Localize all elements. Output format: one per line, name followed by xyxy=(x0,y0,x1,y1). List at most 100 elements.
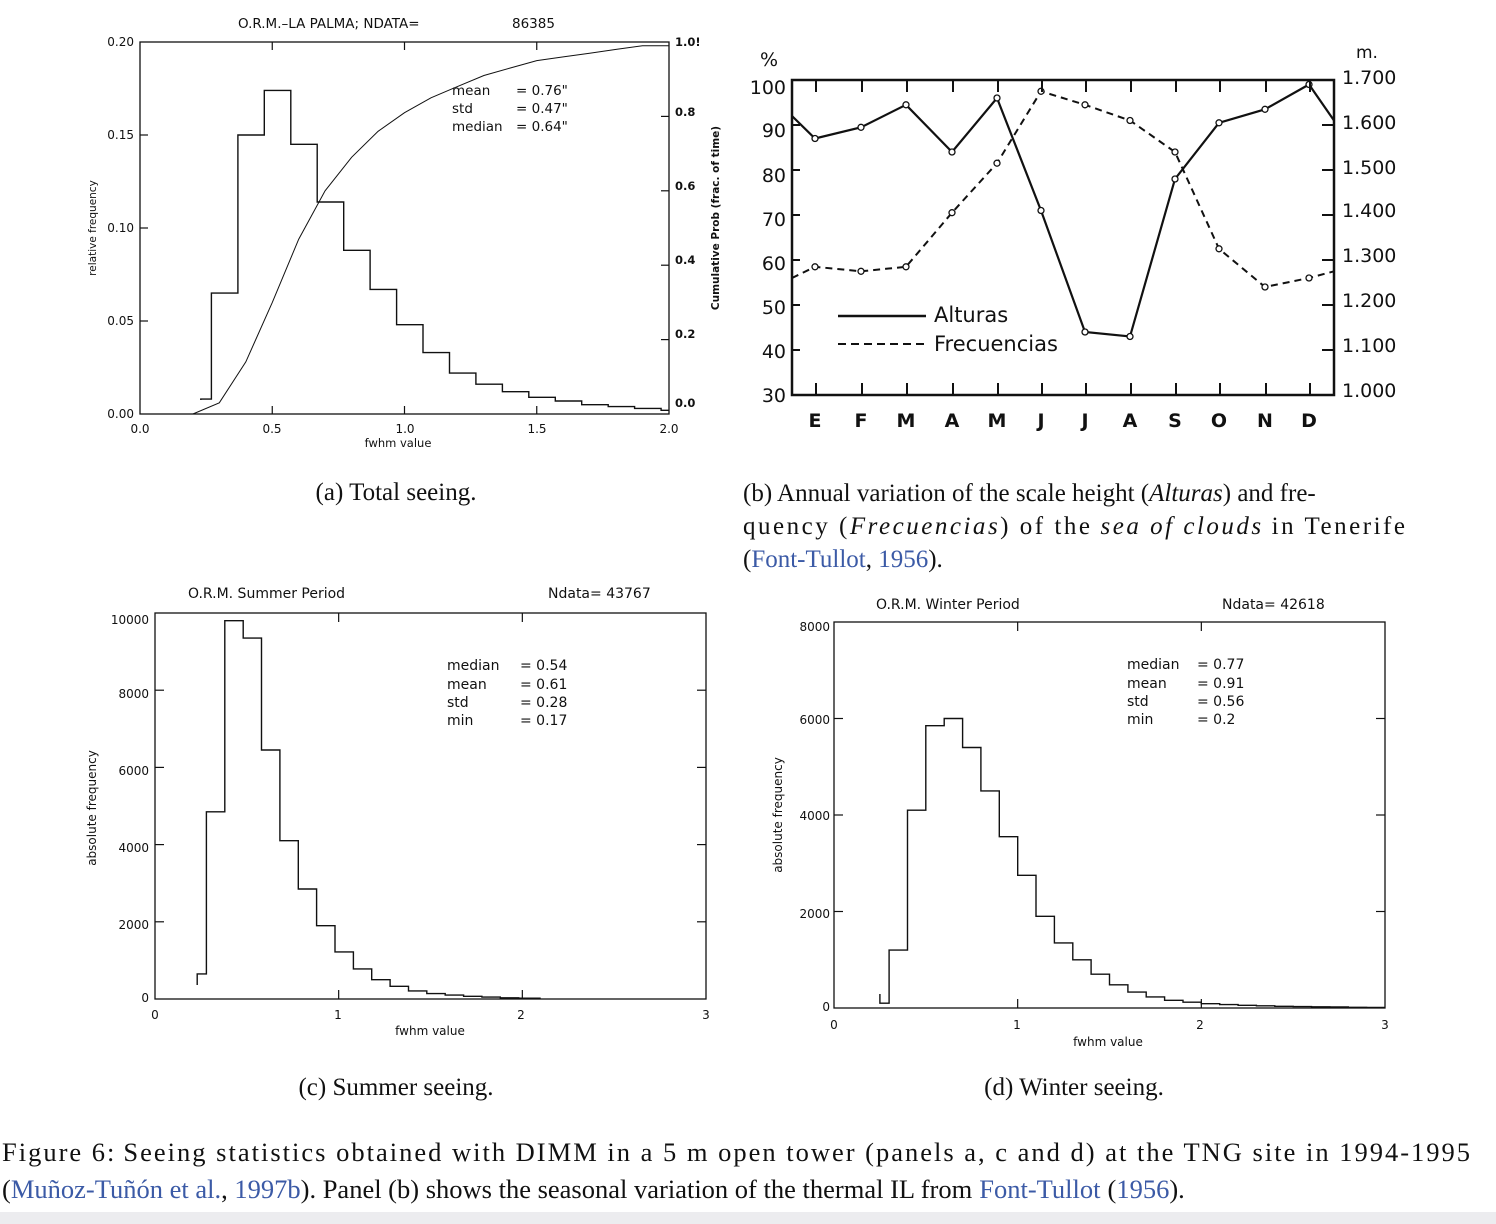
panel-a-y2ticks: 0.0 0.2 0.4 0.6 0.8 1.0! xyxy=(675,35,701,410)
data-point-marker xyxy=(1126,116,1134,125)
subcaption-b-frecuencias: Frecuencias xyxy=(849,513,998,540)
panel-a-ndata: 86385 xyxy=(512,16,555,32)
panel-d-stat-value: = 0.91 xyxy=(1197,676,1244,692)
subcaption-a: (a) Total seeing. xyxy=(316,479,477,506)
subcaption-b-ref-year-link[interactable]: 1956 xyxy=(878,546,928,573)
panel-b-series-frecuencias xyxy=(791,90,1335,289)
subcaption-b-text: in Tenerife xyxy=(1272,513,1405,540)
panel-b-ytick: 100 xyxy=(750,77,786,99)
panel-a-y2tick: 0.2 xyxy=(675,327,695,341)
panel-c-stat-value: = 0.54 xyxy=(520,658,567,674)
panel-b-month: E xyxy=(809,410,822,432)
panel-c-summer-seeing: O.R.M. Summer Period Ndata= 43767 fwhm v… xyxy=(85,586,710,1038)
panel-d-stat-name: mean xyxy=(1127,676,1167,692)
panel-b-month: O xyxy=(1211,410,1227,432)
caption-ref-munoz-link[interactable]: Muñoz-Tuñón et al. xyxy=(11,1174,221,1204)
panel-c-stat-name: std xyxy=(447,695,469,711)
panel-a-xtick: 0.0 xyxy=(130,422,149,436)
panel-b-y2tick: 1.300 xyxy=(1342,245,1396,267)
panel-a-ylabel: relative frequency xyxy=(87,180,99,276)
panel-d-ytick: 2000 xyxy=(799,907,830,921)
panel-d-histogram xyxy=(879,717,1385,1009)
panel-b-sea-of-clouds: % m. 30 40 50 60 70 80 90 100 1.000 1.10… xyxy=(750,43,1397,432)
panel-a-cumulative-curve xyxy=(192,45,669,415)
figure-caption-text: Seeing statistics obtained with DIMM in … xyxy=(123,1137,1470,1167)
figure-caption-line2: (Muñoz-Tuñón et al., 1997b). Panel (b) s… xyxy=(2,1174,1185,1204)
caption-ref-font-tullot-year-link[interactable]: 1956 xyxy=(1116,1174,1169,1204)
panel-a-xtick: 0.5 xyxy=(262,422,281,436)
panel-a-y2tick: 0.8 xyxy=(675,105,695,119)
panel-a-total-seeing: O.R.M.–LA PALMA; NDATA= 86385 fwhm value… xyxy=(87,16,722,450)
panel-d-stat-name: min xyxy=(1127,712,1153,728)
panel-b-y2tick: 1.700 xyxy=(1342,67,1396,89)
panel-a-stat-name: std xyxy=(452,101,473,117)
panel-c-tick-marks xyxy=(155,613,706,999)
data-point-marker xyxy=(811,263,819,271)
panel-c-stat-name: median xyxy=(447,658,499,674)
figure-caption-line1: Figure 6: Seeing statistics obtained with… xyxy=(2,1137,1470,1167)
panel-c-stat-name: mean xyxy=(447,677,487,693)
subcaption-b-text: ) of the xyxy=(1000,513,1090,540)
subcaption-b-ref-link[interactable]: Font-Tullot xyxy=(751,546,865,573)
data-point-marker xyxy=(1215,245,1223,253)
data-point-marker xyxy=(902,263,910,271)
panel-d-winter-seeing: O.R.M. Winter Period Ndata= 42618 fwhm v… xyxy=(771,597,1389,1049)
panel-c-frame xyxy=(154,612,707,1000)
panel-b-month: M xyxy=(897,410,916,432)
caption-ref-font-tullot-link[interactable]: Font-Tullot xyxy=(979,1174,1101,1204)
panel-a-ytick: 0.05 xyxy=(107,314,134,328)
panel-b-month: N xyxy=(1257,410,1273,432)
panel-b-ytick: 40 xyxy=(762,341,786,363)
panel-c-ytick: 2000 xyxy=(118,918,149,932)
panel-a-y2tick: 0.6 xyxy=(675,179,695,193)
panel-b-ytick: 70 xyxy=(762,209,786,231)
data-point-marker xyxy=(1261,105,1269,113)
subcaption-b-line3: (Font-Tullot, 1956). xyxy=(743,546,943,573)
panel-d-xtick: 3 xyxy=(1381,1018,1389,1032)
panel-d-xtick: 2 xyxy=(1196,1018,1204,1032)
panel-d-yticks: 0 2000 4000 6000 8000 xyxy=(799,620,830,1014)
panel-d-title: O.R.M. Winter Period xyxy=(876,597,1020,613)
figure-caption-text: . Panel (b) shows the seasonal variation… xyxy=(309,1174,972,1204)
panel-c-stat-name: min xyxy=(447,713,473,729)
panel-a-stats: mean = 0.76" std = 0.47" median = 0.64" xyxy=(452,83,568,135)
panel-b-month: D xyxy=(1301,410,1317,432)
panel-c-stats: median = 0.54 mean = 0.61 std = 0.28 min… xyxy=(447,658,567,729)
panel-a-y2tick: 0.4 xyxy=(675,253,695,267)
panel-b-series-alturas xyxy=(791,83,1335,338)
panel-a-stat-value: = 0.64" xyxy=(516,119,568,135)
panel-b-y2tick: 1.600 xyxy=(1342,112,1396,134)
panel-d-stat-name: std xyxy=(1127,694,1149,710)
panel-d-ytick: 6000 xyxy=(799,713,830,727)
panel-b-month: S xyxy=(1168,410,1182,432)
panel-a-xticks: 0.0 0.5 1.0 1.5 2.0 xyxy=(130,422,678,436)
panel-d-stat-value: = 0.2 xyxy=(1197,712,1235,728)
panel-a-ytick: 0.00 xyxy=(107,407,134,421)
subcaption-b-text: quency ( xyxy=(743,513,847,540)
panel-a-y2tick: 1.0! xyxy=(675,35,701,49)
legend-alturas-label: Alturas xyxy=(934,303,1008,327)
panel-a-frame xyxy=(139,41,670,415)
panel-c-xtick: 0 xyxy=(151,1008,159,1022)
panel-c-xticks: 0 1 2 3 xyxy=(151,1008,710,1022)
data-point-marker xyxy=(1081,328,1089,336)
panel-d-stat-value: = 0.56 xyxy=(1197,694,1244,710)
panel-b-y2tick: 1.400 xyxy=(1342,200,1396,222)
panel-a-y2label: Cumulative Prob (frac. of time) xyxy=(710,126,722,310)
panel-b-y2tick: 1.100 xyxy=(1342,335,1396,357)
panel-b-legend: Alturas Frecuencias xyxy=(838,303,1058,356)
subcaption-d: (d) Winter seeing. xyxy=(984,1074,1164,1101)
panel-b-month-labels: E F M A M J J A S O N D xyxy=(809,410,1317,432)
panel-d-xticks: 0 1 2 3 xyxy=(830,1018,1389,1032)
panel-d-stats: median = 0.77 mean = 0.91 std = 0.56 min… xyxy=(1127,657,1244,728)
panel-b-ytick: 30 xyxy=(762,385,786,407)
panel-c-xlabel: fwhm value xyxy=(395,1024,465,1038)
panel-c-ytick: 10000 xyxy=(111,613,149,627)
subcaption-c: (c) Summer seeing. xyxy=(298,1074,493,1101)
panel-a-stat-name: median xyxy=(452,119,503,135)
panel-c-xtick: 3 xyxy=(702,1008,710,1022)
caption-ref-munoz-year-link[interactable]: 1997b xyxy=(234,1174,300,1204)
panel-c-ndata: Ndata= 43767 xyxy=(548,586,651,602)
panel-b-month: A xyxy=(1123,410,1138,432)
